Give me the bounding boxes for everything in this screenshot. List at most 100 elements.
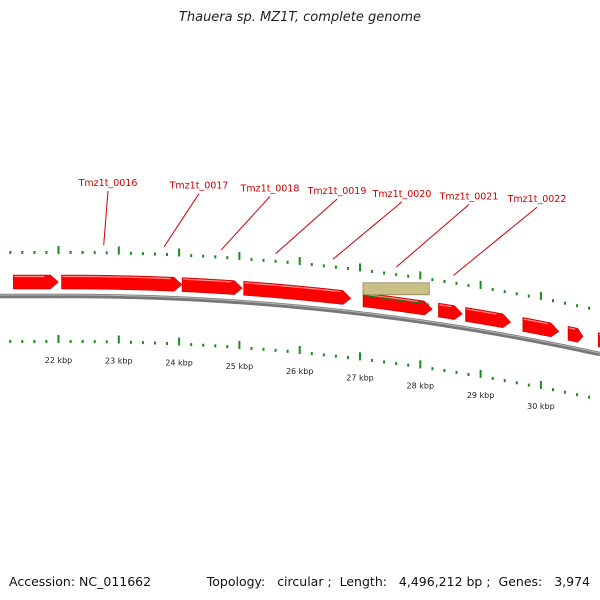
major-tick: [57, 335, 60, 343]
minor-tick: [346, 356, 349, 359]
scale-tick-label: 24 kbp: [165, 359, 193, 368]
minor-tick: [576, 304, 579, 308]
minor-tick: [81, 340, 84, 343]
length-value: 4,496,212 bp: [398, 574, 483, 589]
gene-label: Tmz1t_0021: [439, 192, 499, 203]
minor-tick: [274, 348, 277, 352]
major-tick: [117, 246, 120, 255]
gene-label: Tmz1t_0018: [240, 183, 300, 194]
minor-tick: [443, 369, 446, 372]
scale-tick-label: 27 kbp: [346, 373, 374, 382]
accession-info: Accession: NC_011662: [9, 574, 151, 589]
minor-tick: [105, 251, 108, 255]
minor-tick: [190, 254, 193, 258]
gene-arrow: [522, 317, 560, 338]
scale-tick-label: 30 kbp: [527, 402, 555, 411]
genome-stats: Topology: circular ; Length: 4,496,212 b…: [206, 574, 590, 589]
tick-row-bottom: [9, 335, 591, 399]
minor-tick: [93, 340, 96, 344]
minor-tick: [141, 252, 144, 256]
minor-tick: [527, 383, 530, 387]
minor-tick: [334, 265, 337, 269]
highlight-baseline: [362, 294, 430, 305]
minor-tick: [21, 340, 24, 343]
minor-tick: [322, 264, 325, 268]
highlight-features: [362, 282, 430, 305]
scale-tick-label: 26 kbp: [286, 367, 314, 376]
minor-tick: [491, 377, 494, 380]
minor-tick: [69, 251, 72, 254]
major-tick: [298, 346, 301, 354]
major-tick: [479, 280, 482, 289]
major-tick: [479, 369, 482, 378]
gene-label-leader: [163, 193, 200, 248]
minor-tick: [166, 253, 168, 256]
minor-tick: [310, 352, 313, 356]
gene-arrow: [362, 292, 433, 316]
topology-label: Topology:: [206, 574, 266, 589]
scale-labels: 22 kbp 23 kbp 24 kbp 25 kbp 26 kbp 27 kbp 28 k…: [45, 356, 555, 411]
gene-label-leader: [395, 204, 470, 268]
minor-tick: [166, 342, 168, 345]
minor-tick: [552, 299, 554, 303]
major-tick: [359, 263, 361, 272]
minor-tick: [226, 256, 229, 260]
minor-tick: [383, 360, 386, 364]
topology-value: circular: [277, 574, 324, 589]
minor-tick: [455, 281, 458, 285]
major-tick: [178, 248, 181, 257]
minor-tick: [431, 367, 434, 371]
minor-tick: [141, 341, 144, 345]
gene-label-leader: [220, 196, 271, 251]
map-title: Thauera sp. MZ1T, complete genome: [178, 10, 422, 25]
minor-tick: [190, 343, 193, 347]
backbone: [0, 293, 600, 357]
major-tick: [539, 380, 542, 389]
tick-row-top: [9, 246, 591, 310]
gene-labels: Tmz1t_0016 Tmz1t_0017 Tmz1t_0018 Tmz1t_0019…: [78, 178, 566, 276]
gene-arrow: [243, 281, 352, 305]
gene-arrow: [61, 274, 183, 292]
minor-tick: [503, 379, 506, 383]
minor-tick: [515, 292, 518, 296]
minor-tick: [383, 271, 386, 275]
minor-tick: [105, 340, 108, 344]
minor-tick: [154, 341, 156, 345]
minor-tick: [202, 254, 205, 258]
gene-arrow-sheen: [62, 275, 171, 280]
minor-tick: [310, 263, 313, 267]
backbone-highlight: [0, 294, 600, 354]
minor-tick: [564, 301, 566, 305]
gene-arrow: [13, 274, 59, 290]
minor-tick: [274, 259, 277, 263]
gene-label: Tmz1t_0016: [78, 178, 138, 189]
minor-tick: [431, 278, 434, 282]
gene-arrow-sheen: [568, 327, 576, 330]
minor-tick: [129, 340, 132, 344]
gene-arrow-sheen: [523, 318, 548, 325]
minor-tick: [226, 345, 229, 349]
major-tick: [419, 271, 422, 280]
minor-tick: [334, 354, 337, 358]
gene-label-leader: [453, 206, 538, 276]
minor-tick: [407, 274, 410, 278]
gene-arrow-sheen: [244, 282, 341, 293]
minor-tick: [250, 257, 253, 261]
minor-tick: [395, 273, 398, 277]
gene-label: Tmz1t_0020: [372, 189, 432, 200]
major-tick: [117, 335, 120, 344]
minor-tick: [527, 294, 530, 298]
minor-tick: [202, 343, 205, 347]
minor-tick: [371, 358, 374, 362]
gene-label-leader: [103, 190, 109, 246]
minor-tick: [286, 260, 289, 264]
gene-arrow: [465, 307, 512, 329]
minor-tick: [455, 370, 458, 374]
minor-tick: [588, 306, 591, 310]
highlight-feature: [362, 282, 430, 296]
genes-label: Genes:: [498, 574, 543, 589]
accession-value: NC_011662: [79, 574, 152, 589]
scale-tick-label: 23 kbp: [105, 357, 133, 366]
scale-tick-label: 25 kbp: [226, 362, 254, 371]
